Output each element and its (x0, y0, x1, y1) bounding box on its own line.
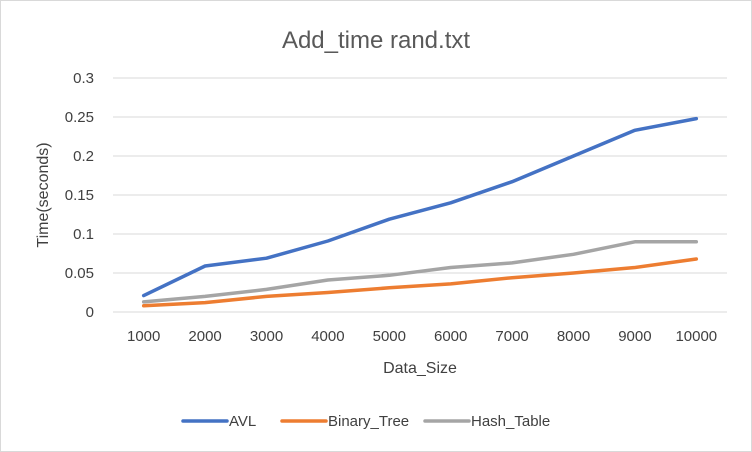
x-tick-label: 2000 (188, 328, 221, 345)
y-axis-ticks: 0 0.05 0.1 0.15 0.2 0.25 0.3 (65, 70, 94, 321)
x-tick-label: 8000 (557, 328, 590, 345)
chart-title: Add_time rand.txt (282, 27, 470, 54)
series-line-hash-table (141, 240, 699, 304)
y-tick-label: 0.3 (73, 70, 94, 87)
x-axis-title: Data_Size (383, 360, 457, 377)
legend-label: Hash_Table (471, 413, 550, 430)
x-tick-label: 4000 (311, 328, 344, 345)
y-tick-label: 0.15 (65, 187, 94, 204)
series-line-binary-tree (141, 257, 699, 308)
x-tick-label: 10000 (675, 328, 717, 345)
legend-label: AVL (229, 413, 256, 430)
x-tick-label: 5000 (373, 328, 406, 345)
x-tick-label: 1000 (127, 328, 160, 345)
x-tick-label: 6000 (434, 328, 467, 345)
legend: AVL Binary_Tree Hash_Table (181, 413, 550, 430)
y-axis-title: Time(seconds) (35, 142, 52, 247)
series-line-avl (141, 116, 699, 298)
y-tick-label: 0.2 (73, 148, 94, 165)
y-tick-label: 0.25 (65, 109, 94, 126)
gridlines (113, 77, 727, 313)
y-tick-label: 0.05 (65, 265, 94, 282)
y-tick-label: 0 (86, 304, 94, 321)
x-axis-ticks: 1000 2000 3000 4000 5000 6000 7000 8000 9000 1000… (127, 328, 717, 345)
y-tick-label: 0.1 (73, 226, 94, 243)
x-tick-label: 9000 (618, 328, 651, 345)
x-tick-label: 3000 (250, 328, 283, 345)
series-lines (141, 116, 699, 308)
legend-label: Binary_Tree (328, 413, 409, 430)
x-tick-label: 7000 (495, 328, 528, 345)
